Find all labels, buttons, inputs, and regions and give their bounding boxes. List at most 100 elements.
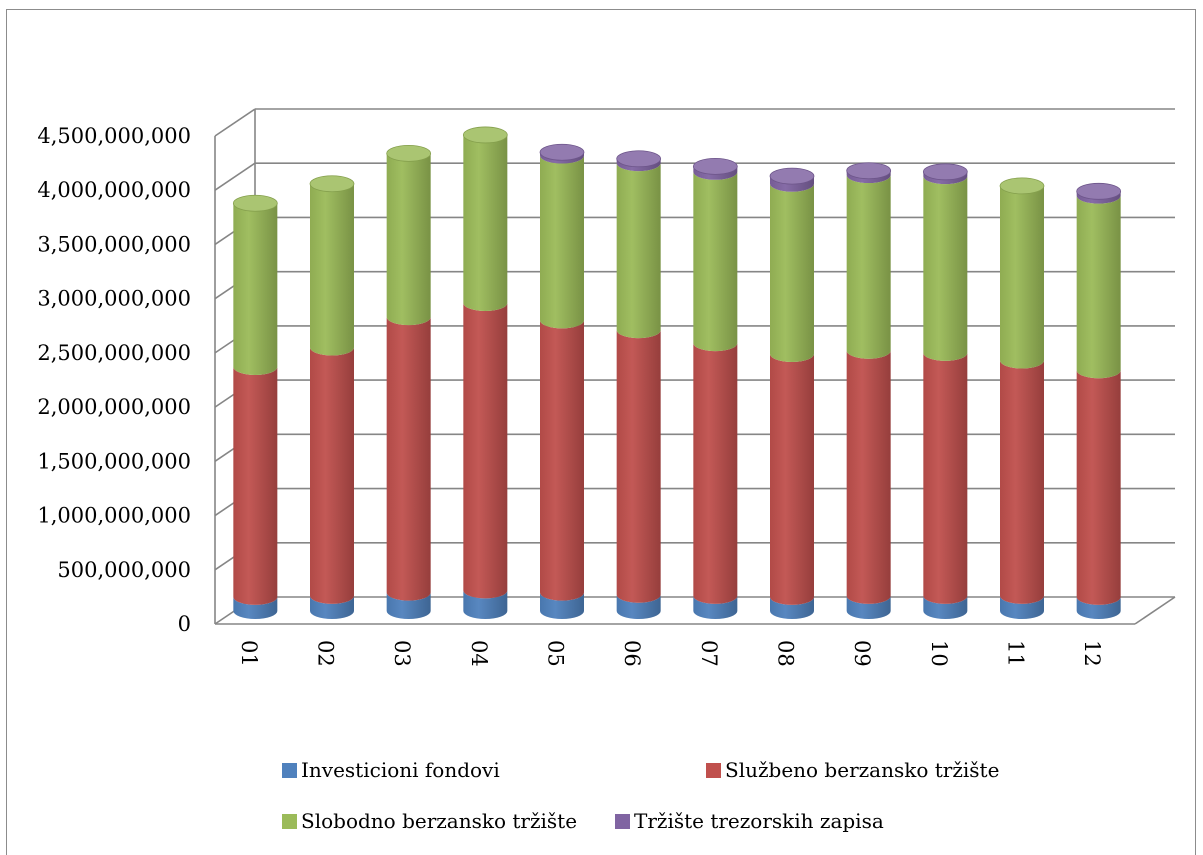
x-tick-label: 12: [1080, 640, 1104, 667]
bar-body: [846, 350, 891, 604]
bar-body: [846, 170, 891, 184]
bar-cap: [232, 194, 278, 212]
bar-body: [386, 317, 431, 601]
bar-segment-2-05: [540, 155, 584, 329]
legend-label: Slobodno berzansko tržište: [301, 809, 577, 833]
x-tick-label: 04: [467, 640, 491, 667]
y-tick-label: 4,500,000,000: [37, 124, 191, 148]
x-tick-label: 06: [620, 640, 644, 667]
bar-body: [1000, 185, 1044, 369]
bar-body: [923, 595, 968, 619]
x-tick-label: 08: [774, 640, 798, 667]
bar-segment-3-07: [692, 157, 738, 180]
bar-segment-1-07: [693, 343, 738, 604]
bar-cap: [1076, 182, 1122, 200]
bar-body: [616, 594, 661, 619]
legend-label: Službeno berzansko tržište: [725, 758, 999, 782]
bar-body: [463, 590, 508, 619]
legend-label: Investicioni fondovi: [301, 758, 500, 782]
bar-segment-0-05: [540, 592, 584, 619]
bar-segment-1-02: [310, 347, 354, 604]
bar-segment-1-11: [1000, 360, 1044, 604]
bar-body: [846, 175, 891, 359]
bar-body: [770, 183, 814, 362]
y-tick-label: 2,500,000,000: [37, 341, 191, 365]
bar-segment-2-10: [923, 176, 968, 361]
bar-segment-2-02: [309, 175, 355, 356]
legend-item: Tržište trezorskih zapisa: [615, 809, 884, 833]
legend-item: Slobodno berzansko tržište: [282, 809, 577, 833]
bar-body: [386, 153, 431, 326]
gridline-depth: [214, 162, 256, 191]
x-tick-label: 02: [314, 640, 338, 667]
bar-body: [770, 353, 814, 605]
x-tick-label: 10: [927, 640, 951, 667]
bars-layer: [232, 126, 1122, 619]
bar-segment-1-03: [386, 317, 431, 601]
bar-cap: [462, 126, 508, 144]
bar-segment-0-03: [386, 592, 431, 619]
bar-segment-2-11: [999, 177, 1045, 369]
bar-body: [1000, 595, 1044, 619]
bar-body: [616, 163, 661, 339]
bar-segment-2-12: [1076, 195, 1121, 379]
legend-swatch: [282, 763, 297, 778]
bar-segment-0-07: [693, 595, 738, 619]
x-tick-label: 09: [850, 640, 874, 667]
bar-segment-3-12: [1076, 182, 1122, 204]
legend-label: Tržište trezorskih zapisa: [634, 809, 884, 833]
x-tick-label: 05: [544, 640, 568, 667]
legend-item: Investicioni fondovi: [282, 758, 500, 782]
bar-cap: [999, 177, 1045, 195]
y-tick-label: 1,000,000,000: [37, 504, 191, 528]
bar-cap: [309, 175, 355, 193]
bar-segment-1-10: [923, 352, 968, 604]
bar-segment-0-10: [923, 595, 968, 619]
bar-body: [540, 320, 584, 601]
bar-segment-3-09: [846, 162, 892, 184]
bar-body: [923, 171, 968, 185]
bar-segment-0-01: [233, 596, 278, 619]
bar-body: [233, 203, 278, 375]
chart-area: [6, 9, 1196, 855]
y-tick-label: 3,500,000,000: [37, 232, 191, 256]
bar-cap: [616, 150, 662, 168]
bar-body: [693, 166, 738, 180]
bar-segment-2-01: [232, 194, 278, 375]
bar-body: [310, 595, 354, 619]
bar-segment-0-12: [1076, 596, 1121, 619]
bar-segment-2-09: [846, 175, 891, 359]
bar-body: [386, 592, 431, 619]
bar-segment-0-09: [846, 595, 891, 619]
bar-segment-2-04: [462, 126, 508, 312]
floor-edge: [1134, 596, 1176, 625]
y-axis-ticks: 0 500,000,000 1,000,000,000 1,500,000,000 2,…: [37, 124, 191, 636]
bar-segment-2-08: [770, 183, 814, 362]
bar-body: [310, 347, 354, 604]
bar-segment-1-09: [846, 350, 891, 604]
y-tick-label: 2,000,000,000: [37, 395, 191, 419]
bar-body: [1000, 360, 1044, 604]
y-tick-label: 0: [178, 612, 191, 636]
bar-segment-3-06: [616, 150, 662, 172]
bar-cap: [769, 167, 815, 185]
x-tick-label: 03: [390, 640, 414, 667]
bar-body: [540, 155, 584, 329]
bar-body: [233, 367, 278, 605]
bar-segment-0-04: [463, 590, 508, 619]
bar-body: [540, 152, 584, 164]
legend-swatch: [615, 814, 630, 829]
bar-cap: [846, 162, 892, 180]
bar-body: [923, 176, 968, 361]
bar-body: [770, 596, 814, 619]
x-tick-label: 11: [1004, 640, 1028, 667]
x-axis-ticks: 01 02 03 04 05 06 07 08 09 10 11 12: [237, 640, 1104, 667]
bar-segment-1-12: [1076, 370, 1121, 605]
bar-segment-2-07: [693, 171, 738, 352]
bar-body: [693, 171, 738, 352]
x-tick-label: 01: [237, 640, 261, 667]
bar-segment-3-10: [922, 163, 968, 185]
bar-body: [233, 596, 278, 619]
bar-body: [463, 134, 508, 312]
